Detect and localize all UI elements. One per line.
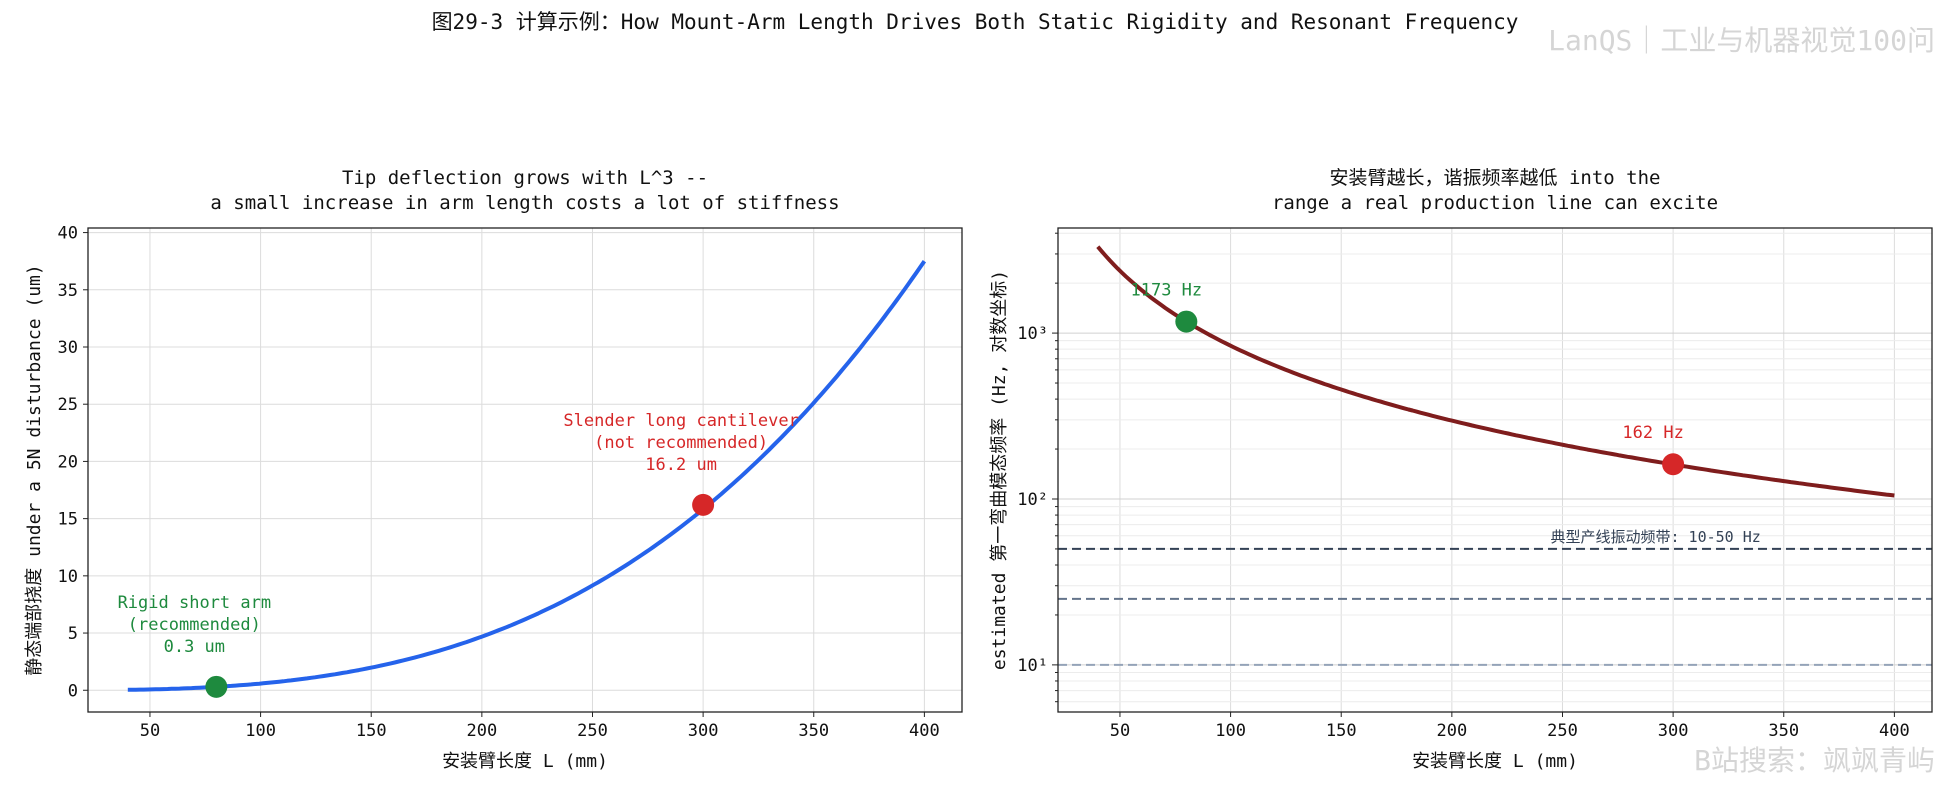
chart1-y-tick-label: 15 bbox=[58, 510, 78, 530]
chart1-plot-frame bbox=[87, 227, 963, 713]
chart1-x-tick-label: 150 bbox=[356, 721, 387, 741]
chart1-x-tick-label: 100 bbox=[245, 721, 276, 741]
chart1-y-axis-label: 静态端部挠度 under a 5N disturbance (um) bbox=[24, 264, 45, 675]
chart1-x-tick-label: 200 bbox=[466, 721, 497, 741]
chart2-y-axis-label: estimated 第一弯曲模态频率 (Hz, 对数坐标) bbox=[989, 270, 1010, 670]
chart2-x-tick-label: 150 bbox=[1326, 721, 1357, 741]
chart2-x-axis-label: 安装臂长度 L (mm) bbox=[1412, 751, 1578, 772]
chart2-x-tick-label: 50 bbox=[1110, 721, 1130, 741]
chart1-title-line: Tip deflection grows with L^3 -- bbox=[342, 167, 708, 189]
chart1-y-tick-label: 25 bbox=[58, 395, 78, 415]
chart2-x-tick-label: 200 bbox=[1436, 721, 1467, 741]
chart1-x-tick-label: 350 bbox=[798, 721, 829, 741]
chart1-y-tick-label: 5 bbox=[68, 624, 78, 644]
chart-left-deflection: 50 100 150 200 250 300 350 400 0 5 10 15 20 25 30 35 40 T… bbox=[24, 167, 963, 772]
chart1-point-annotation: 0.3 um bbox=[164, 637, 225, 657]
chart1-x-tick-label: 50 bbox=[140, 721, 160, 741]
chart1-y-tick-label: 0 bbox=[68, 681, 78, 701]
chart2-x-tick-label: 400 bbox=[1879, 721, 1910, 741]
chart2-highlight-point bbox=[1662, 453, 1685, 476]
chart2-y-tick-label: 10² bbox=[1017, 490, 1048, 510]
chart2-title-line: 安装臂越长，谐振频率越低 into the bbox=[1330, 167, 1661, 189]
chart2-x-tick-label: 350 bbox=[1768, 721, 1799, 741]
chart1-highlight-point bbox=[205, 675, 228, 698]
chart1-point-annotation: 16.2 um bbox=[645, 455, 717, 475]
chart2-y-tick-label: 10¹ bbox=[1017, 656, 1048, 676]
chart1-point-annotation: Rigid short arm bbox=[118, 593, 272, 613]
chart2-point-annotation: 1173 Hz bbox=[1131, 281, 1203, 301]
chart2-x-tick-label: 300 bbox=[1658, 721, 1689, 741]
chart2-plot-frame bbox=[1057, 227, 1933, 713]
chart1-y-tick-label: 40 bbox=[58, 224, 78, 244]
chart1-point-annotation: (recommended) bbox=[128, 615, 261, 635]
chart1-series-line bbox=[127, 260, 927, 692]
watermark-bottom: B站搜索：飒飒青屿 bbox=[1694, 744, 1935, 777]
chart1-x-tick-label: 250 bbox=[577, 721, 608, 741]
chart2-point-annotation: 162 Hz bbox=[1622, 423, 1683, 443]
chart1-highlight-point bbox=[692, 493, 715, 516]
chart1-y-tick-label: 35 bbox=[58, 281, 78, 301]
chart-right-frequency: 典型产线振动频带: 10-50 Hz 50 100 150 200 250 300 350 40… bbox=[989, 167, 1933, 772]
chart2-y-tick-label: 10³ bbox=[1017, 324, 1048, 344]
chart1-y-tick-label: 30 bbox=[58, 338, 78, 358]
chart2-series-line bbox=[1096, 245, 1895, 498]
chart1-point-annotation: Slender long cantilever bbox=[563, 411, 798, 431]
chart1-y-tick-label: 10 bbox=[58, 567, 78, 587]
chart2-band-label: 典型产线振动频带: 10-50 Hz bbox=[1550, 528, 1760, 546]
watermark-top: LanQS｜工业与机器视觉100问 bbox=[1548, 24, 1935, 57]
figure-suptitle: 图29-3 计算示例：How Mount-Arm Length Drives B… bbox=[432, 10, 1519, 34]
chart1-title-line: a small increase in arm length costs a l… bbox=[210, 192, 839, 214]
chart2-x-tick-label: 100 bbox=[1215, 721, 1246, 741]
chart2-title-line: range a real production line can excite bbox=[1272, 192, 1718, 214]
chart1-y-tick-label: 20 bbox=[58, 452, 78, 472]
chart1-x-axis-label: 安装臂长度 L (mm) bbox=[442, 751, 608, 772]
chart2-x-tick-label: 250 bbox=[1547, 721, 1578, 741]
chart1-x-tick-label: 300 bbox=[688, 721, 719, 741]
chart1-x-tick-label: 400 bbox=[909, 721, 940, 741]
chart2-highlight-point bbox=[1175, 310, 1198, 333]
chart1-point-annotation: (not recommended) bbox=[594, 433, 768, 453]
